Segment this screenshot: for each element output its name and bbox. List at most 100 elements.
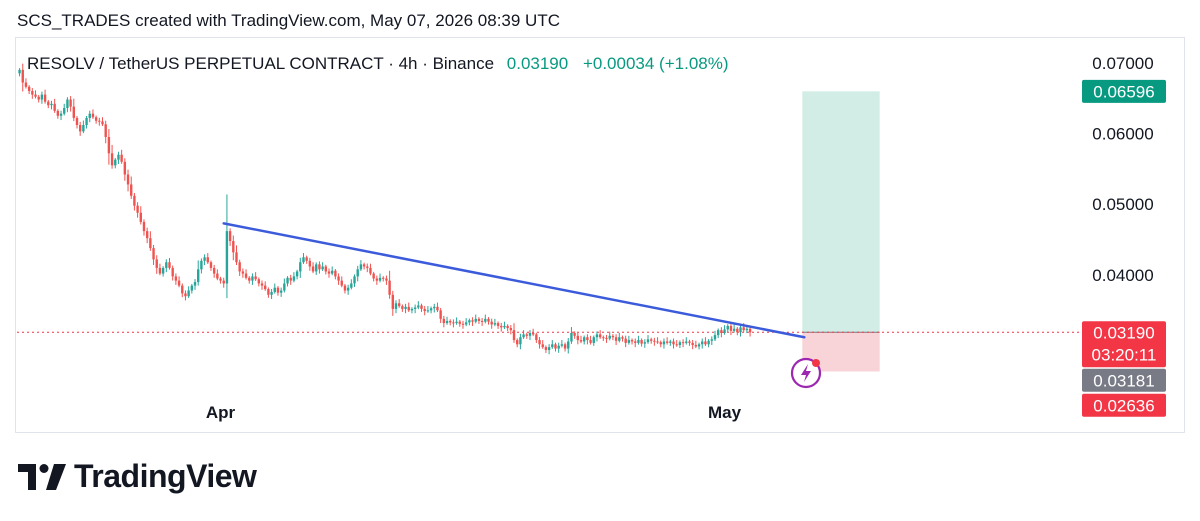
candle bbox=[468, 318, 471, 326]
candle bbox=[343, 283, 347, 294]
candle bbox=[222, 277, 225, 288]
candle bbox=[305, 255, 308, 264]
candle bbox=[649, 337, 653, 344]
candle bbox=[557, 342, 560, 353]
candle bbox=[334, 269, 337, 280]
candle bbox=[327, 268, 331, 278]
candle bbox=[308, 257, 312, 271]
candle bbox=[181, 283, 184, 298]
candle bbox=[72, 98, 75, 122]
candle bbox=[248, 276, 251, 284]
candle bbox=[260, 280, 264, 290]
candle bbox=[136, 202, 139, 218]
trendline[interactable] bbox=[222, 222, 806, 339]
candle bbox=[63, 103, 66, 116]
price-axis[interactable]: 0.07000 0.06000 0.05000 0.04000 bbox=[1092, 54, 1153, 285]
candle bbox=[394, 300, 398, 314]
candle bbox=[85, 115, 88, 129]
candle bbox=[43, 89, 47, 104]
candle bbox=[324, 264, 328, 275]
candle bbox=[104, 120, 107, 144]
candle bbox=[445, 316, 449, 325]
candle bbox=[362, 262, 366, 270]
candle bbox=[276, 286, 280, 296]
candle bbox=[720, 327, 723, 338]
candle bbox=[726, 324, 729, 333]
chart-pane[interactable] bbox=[15, 37, 1185, 433]
candle bbox=[299, 257, 302, 278]
candle bbox=[177, 276, 181, 288]
candle bbox=[117, 151, 120, 164]
candle bbox=[630, 338, 634, 345]
candle bbox=[634, 338, 637, 348]
candle bbox=[404, 303, 407, 314]
candle bbox=[433, 303, 436, 313]
candle bbox=[685, 337, 688, 345]
candle bbox=[21, 63, 24, 92]
candle bbox=[653, 337, 656, 346]
candle bbox=[592, 335, 595, 346]
candle bbox=[455, 317, 458, 325]
candle bbox=[273, 283, 276, 294]
candle bbox=[123, 158, 127, 181]
candle bbox=[464, 318, 468, 327]
candle bbox=[295, 269, 299, 280]
candle bbox=[212, 264, 216, 278]
candle bbox=[375, 275, 379, 285]
candle bbox=[538, 337, 541, 349]
candle bbox=[101, 117, 104, 127]
candle bbox=[471, 317, 474, 326]
lightning-icon[interactable] bbox=[790, 357, 822, 389]
legend-symbol: RESOLV / TetherUS PERPETUAL CONTRACT · 4… bbox=[27, 54, 494, 73]
target-price-text: 0.06596 bbox=[1093, 82, 1154, 101]
tradingview-logo[interactable]: TradingView bbox=[18, 458, 257, 495]
candle bbox=[238, 259, 241, 276]
y-tick-label: 0.06000 bbox=[1092, 125, 1153, 144]
candle bbox=[356, 265, 359, 282]
last-price-label: 0.03190 03:20:11 bbox=[1082, 321, 1166, 368]
candle bbox=[391, 290, 394, 316]
candle bbox=[110, 144, 114, 169]
candle bbox=[241, 268, 245, 278]
x-tick-label: Apr bbox=[206, 403, 236, 422]
candle bbox=[120, 149, 123, 164]
entry-price-text: 0.03181 bbox=[1093, 371, 1154, 390]
candle bbox=[69, 96, 72, 112]
candle bbox=[512, 323, 516, 343]
position-profit-zone[interactable] bbox=[802, 91, 880, 333]
candle bbox=[78, 121, 82, 136]
legend-change: +0.00034 (+1.08%) bbox=[583, 54, 729, 73]
candle bbox=[330, 266, 334, 276]
candle bbox=[155, 255, 158, 274]
candle bbox=[257, 277, 261, 287]
candle bbox=[232, 235, 235, 261]
y-tick-label: 0.04000 bbox=[1092, 266, 1153, 285]
countdown-text: 03:20:11 bbox=[1092, 345, 1157, 364]
long-position-tool[interactable] bbox=[802, 91, 880, 372]
candle bbox=[573, 331, 576, 339]
candle bbox=[595, 331, 599, 342]
candle bbox=[519, 333, 522, 350]
candle bbox=[598, 330, 602, 339]
chart-attribution: SCS_TRADES created with TradingView.com,… bbox=[17, 11, 560, 30]
candle bbox=[311, 262, 315, 274]
candle bbox=[47, 99, 50, 109]
candle bbox=[209, 260, 213, 271]
candle bbox=[643, 339, 647, 348]
time-axis[interactable]: Apr May bbox=[206, 403, 742, 422]
candle bbox=[385, 275, 388, 285]
candle bbox=[611, 334, 615, 341]
candle bbox=[681, 339, 685, 348]
candle bbox=[487, 317, 490, 325]
target-price-label: 0.06596 bbox=[1082, 79, 1166, 103]
candle bbox=[522, 330, 525, 339]
candle bbox=[477, 317, 481, 324]
candle bbox=[283, 278, 286, 293]
candle bbox=[107, 129, 111, 165]
candle bbox=[279, 287, 283, 297]
candle bbox=[551, 340, 554, 349]
candle bbox=[193, 279, 197, 290]
candle bbox=[359, 260, 363, 272]
candle bbox=[541, 340, 544, 349]
